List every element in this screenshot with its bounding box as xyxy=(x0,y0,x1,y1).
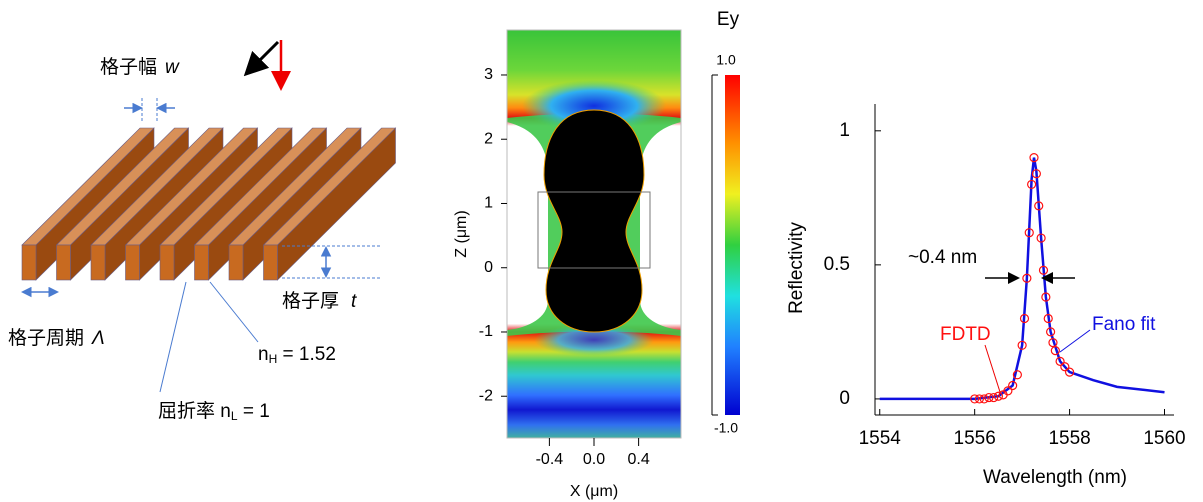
leader-line xyxy=(159,281,187,393)
data-point xyxy=(1060,362,1070,372)
incident-arrow xyxy=(243,40,280,77)
data-point xyxy=(993,391,1003,401)
field-blue-lobe xyxy=(534,324,654,356)
thickness-label: 格子厚 t xyxy=(282,290,357,312)
y-tick-label: 0 xyxy=(839,388,850,409)
period-label: 格子周期 Λ xyxy=(8,327,105,349)
x-tick-label: 1554 xyxy=(859,428,902,449)
data-point xyxy=(979,394,989,404)
reflectivity-chart: 0 0.5 1 1554 1556 1558 1560 xyxy=(824,104,1186,449)
x-tick-label: 0.4 xyxy=(627,451,649,468)
bar-front xyxy=(90,244,106,281)
data-point xyxy=(1041,292,1051,302)
colorbar-tick-label: -1.0 xyxy=(714,420,738,436)
y-tick-label: 0 xyxy=(484,259,493,276)
data-point xyxy=(1043,313,1053,324)
bar-front xyxy=(194,244,209,281)
field-x-label: X (μm) xyxy=(570,483,618,500)
y-tick-label: 2 xyxy=(484,130,493,147)
data-point xyxy=(1029,153,1039,163)
annotation: ~0.4 nm xyxy=(908,247,977,268)
data-point xyxy=(1048,338,1058,348)
legend-leader xyxy=(984,344,1001,393)
field-map-image xyxy=(506,29,682,439)
leader-line xyxy=(209,281,259,343)
data-point xyxy=(1024,228,1034,238)
legend-entry: Fano fit xyxy=(1092,314,1156,335)
y-tick-label: 1 xyxy=(484,195,493,212)
n-low-label: 屈折率 nL = 1 xyxy=(158,400,270,423)
data-point xyxy=(974,394,985,404)
y-tick-label: -1 xyxy=(479,323,493,340)
data-point xyxy=(1012,370,1022,380)
data-point xyxy=(1017,340,1027,350)
diagram-annotations xyxy=(21,40,382,393)
y-tick-label: 1 xyxy=(839,120,850,141)
data-point xyxy=(1046,327,1056,337)
x-axis-label: Wavelength (nm) xyxy=(983,467,1127,488)
field-blue-lobe xyxy=(522,80,666,132)
data-point xyxy=(970,394,980,404)
y-tick-label: 3 xyxy=(484,66,493,83)
data-point xyxy=(984,392,994,403)
grating-outline xyxy=(537,191,651,269)
field-title: Ey xyxy=(717,9,740,30)
data-point xyxy=(1055,356,1065,366)
x-tick-label: 1558 xyxy=(1048,428,1090,449)
data-point xyxy=(1050,346,1060,356)
field-core xyxy=(543,109,645,333)
y-axis-label: Reflectivity xyxy=(786,222,807,314)
data-point xyxy=(1019,313,1030,324)
width-label: 格子幅 w xyxy=(100,56,180,78)
colorbar xyxy=(725,75,740,415)
legend-leader xyxy=(1059,329,1091,353)
field-y-label: Z (μm) xyxy=(453,210,470,257)
bar-front xyxy=(159,244,175,281)
bar-front xyxy=(125,244,140,281)
data-point xyxy=(1031,169,1041,179)
bar-front xyxy=(21,244,37,281)
grating-diagram xyxy=(21,127,397,281)
fit-line xyxy=(879,157,1165,401)
legend-entry: FDTD xyxy=(940,324,991,345)
data-point xyxy=(1008,380,1018,391)
data-point xyxy=(1027,179,1037,190)
x-tick-label: -0.4 xyxy=(536,451,564,468)
bar-front xyxy=(56,244,71,281)
colorbar-tick-label: 1.0 xyxy=(716,52,736,68)
y-tick-label: -2 xyxy=(479,387,493,404)
data-point xyxy=(989,392,999,403)
data-point xyxy=(1064,367,1075,377)
x-tick-label: 0.0 xyxy=(583,451,605,468)
data-point xyxy=(1034,201,1044,211)
bar-front xyxy=(263,244,278,281)
data-point xyxy=(1003,386,1013,396)
bar-front xyxy=(228,244,244,281)
y-tick-label: 0.5 xyxy=(824,254,850,275)
x-tick-label: 1556 xyxy=(954,428,996,449)
x-tick-label: 1560 xyxy=(1143,428,1185,449)
data-point xyxy=(1036,233,1046,243)
data-point xyxy=(1022,273,1032,283)
n-high-label: nH = 1.52 xyxy=(258,344,336,366)
